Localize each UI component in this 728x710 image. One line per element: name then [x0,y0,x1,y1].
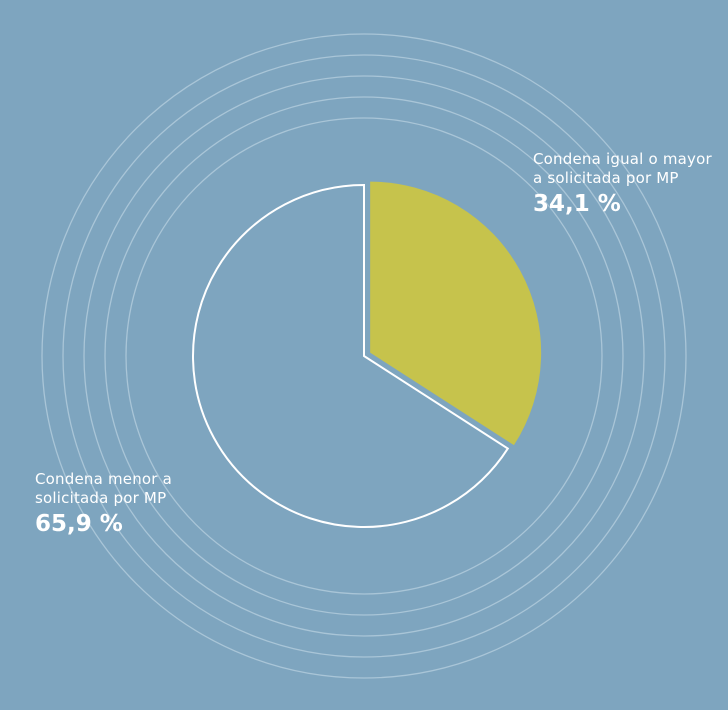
decorative-ring [125,117,603,595]
slice-label-line: a solicitada por MP [533,169,679,187]
decorative-ring [62,54,666,658]
slice-label-lower: Condena menor a solicitada por MP 65,9 % [35,470,172,539]
pie-slices [192,181,542,528]
decorative-ring [83,75,645,637]
slice-value-label: 34,1 % [533,191,621,217]
slice-label-equal-or-greater: Condena igual o mayor a solicitada por M… [533,150,712,219]
slice-value-label: 65,9 % [35,511,123,537]
decorative-ring [104,96,624,616]
concentric-rings [41,33,687,679]
pie-slice-lower [192,183,510,528]
pie-slice-equal-or-greater [370,181,542,446]
slice-label-line: Condena igual o mayor [533,150,712,168]
slice-label-line: solicitada por MP [35,489,167,507]
slice-label-line: Condena menor a [35,470,173,488]
decorative-ring [41,33,687,679]
